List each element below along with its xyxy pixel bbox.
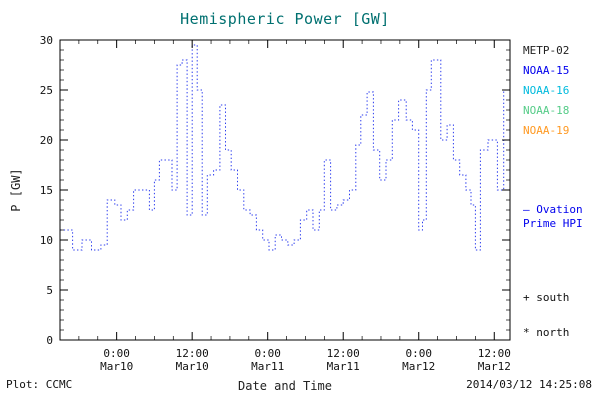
y-axis-label: P [GW] xyxy=(9,168,23,212)
x-tick-time: 0:00 xyxy=(405,347,432,360)
legend-item-noaa-16: NOAA-16 xyxy=(523,84,570,97)
satellite-legend: METP-02 NOAA-15 NOAA-16 NOAA-18 NOAA-19 xyxy=(523,44,569,137)
y-tick-label: 5 xyxy=(46,284,53,297)
x-tick-date: Mar10 xyxy=(100,360,133,373)
ovation-legend-line1: — Ovation xyxy=(523,203,583,216)
legend-item-noaa-18: NOAA-18 xyxy=(523,104,570,117)
x-tick-time: 12:00 xyxy=(327,347,360,360)
y-tick-label: 15 xyxy=(40,184,53,197)
north-marker-legend: * north xyxy=(523,326,570,339)
x-tick-date: Mar12 xyxy=(478,360,511,373)
x-tick-time: 12:00 xyxy=(176,347,209,360)
plot-credit: Plot: CCMC xyxy=(6,378,73,391)
chart-title: Hemispheric Power [GW] xyxy=(180,10,390,28)
south-marker-legend: + south xyxy=(523,291,570,304)
legend-item-metp-02: METP-02 xyxy=(523,44,570,57)
x-tick-date: Mar10 xyxy=(176,360,209,373)
x-tick-time: 12:00 xyxy=(478,347,511,360)
plot-frame xyxy=(59,39,511,341)
hpi-step-line xyxy=(60,44,510,251)
y-tick-label: 25 xyxy=(40,84,53,97)
x-tick-time: 0:00 xyxy=(103,347,130,360)
y-tick-label: 30 xyxy=(40,34,53,47)
y-tick-label: 10 xyxy=(40,234,53,247)
legend-item-noaa-19: NOAA-19 xyxy=(523,124,570,137)
x-tick-time: 0:00 xyxy=(254,347,281,360)
y-tick-label: 0 xyxy=(46,334,53,347)
generation-timestamp: 2014/03/12 14:25:08 xyxy=(466,378,592,391)
y-tick-label: 20 xyxy=(40,134,53,147)
x-tick-date: Mar11 xyxy=(327,360,360,373)
ovation-legend-line2: Prime HPI xyxy=(523,217,583,230)
x-tick-date: Mar12 xyxy=(402,360,435,373)
x-axis-label: Date and Time xyxy=(238,379,332,393)
x-tick-date: Mar11 xyxy=(251,360,284,373)
ovation-model-legend: — Ovation Prime HPI xyxy=(523,203,583,231)
legend-item-noaa-15: NOAA-15 xyxy=(523,64,570,77)
